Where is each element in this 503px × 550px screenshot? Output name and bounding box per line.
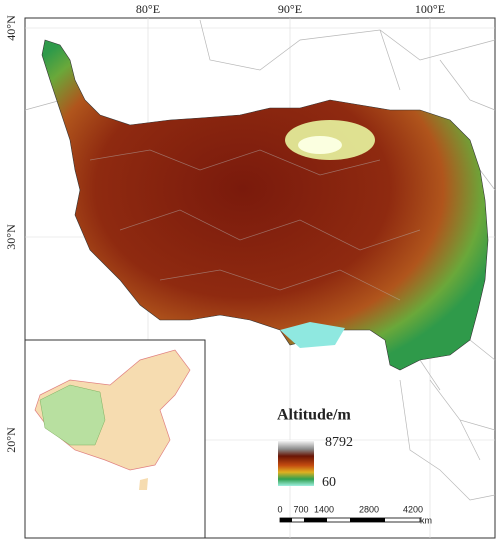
left-labels: 40°N 30°N 20°N xyxy=(4,15,18,453)
plateau xyxy=(41,39,489,371)
legend: Altitude/m 8792 60 xyxy=(277,407,353,491)
lat-label: 40°N xyxy=(4,15,18,41)
scale-label: 0 xyxy=(277,504,282,514)
scale-bar: 0 700 1400 2800 4200 km xyxy=(277,504,432,525)
lat-label: 20°N xyxy=(4,427,18,453)
lon-label: 100°E xyxy=(415,2,445,16)
scale-label: 4200 xyxy=(403,504,423,514)
lon-label: 90°E xyxy=(278,2,302,16)
legend-title: Altitude/m xyxy=(277,407,351,424)
scale-label: 700 xyxy=(293,504,308,514)
boundaries xyxy=(24,19,496,501)
legend-max: 8792 xyxy=(325,435,353,450)
scale-label: 1400 xyxy=(314,504,334,514)
scale-label: 2800 xyxy=(359,504,379,514)
legend-ramp xyxy=(278,440,314,486)
lat-label: 30°N xyxy=(4,224,18,250)
top-labels: 80°E 90°E 100°E xyxy=(136,2,445,16)
legend-min: 60 xyxy=(322,475,336,490)
lowland xyxy=(280,322,345,348)
scale-unit: km xyxy=(420,515,432,525)
lon-label: 80°E xyxy=(136,2,160,16)
basin-core xyxy=(298,136,342,154)
internal-boundaries xyxy=(89,149,421,301)
inset xyxy=(24,339,206,539)
